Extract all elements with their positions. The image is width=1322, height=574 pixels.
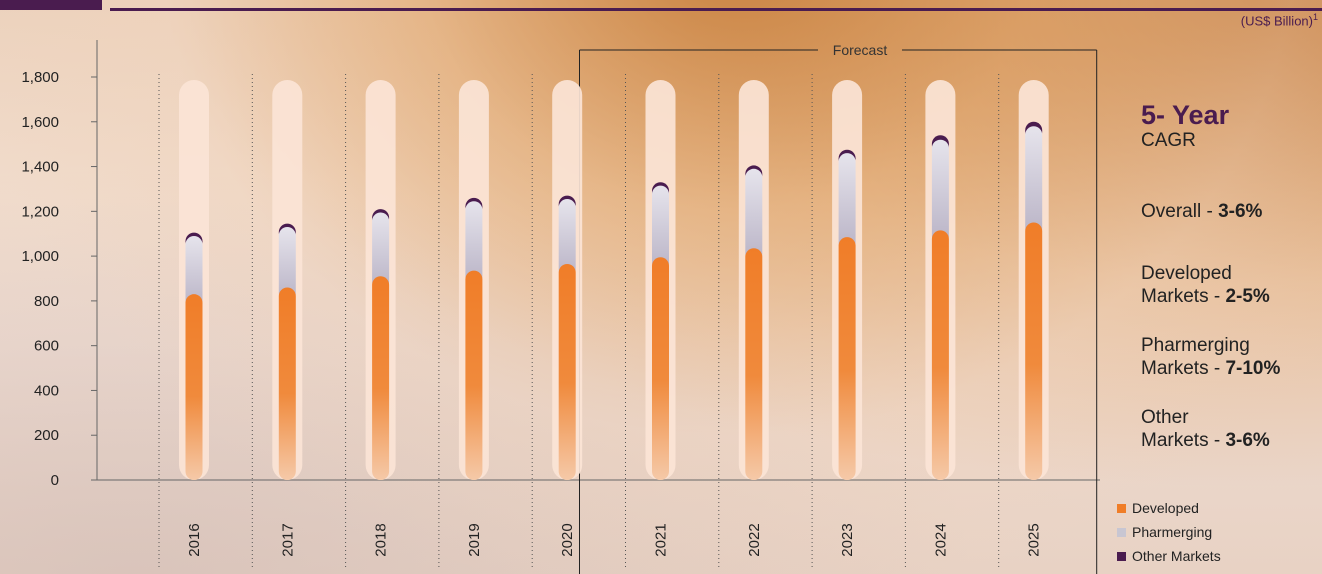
- bar-developed: [838, 237, 856, 480]
- bar-developed: [558, 263, 576, 480]
- legend-swatch-developed: [1117, 503, 1126, 513]
- x-tick-label: 2022: [746, 523, 763, 556]
- x-tick-label: 2019: [466, 523, 483, 556]
- cagr-other-value: 3-6%: [1225, 430, 1270, 451]
- corner-accent-block: [0, 0, 102, 10]
- bar-developed: [652, 257, 669, 480]
- legend-swatch-pharmerging: [1117, 527, 1126, 537]
- bar-pharmerging: [558, 199, 576, 278]
- cagr-developed-label-2: Markets -: [1141, 286, 1226, 307]
- bar-pharmerging: [745, 168, 763, 263]
- x-tick-label: 2024: [932, 523, 949, 556]
- y-tick-label: 1,600: [21, 114, 59, 131]
- cagr-pharmerging: Pharmerging Markets - 7-10%: [1141, 334, 1280, 380]
- x-tick-label: 2020: [559, 523, 576, 556]
- bar-pharmerging: [931, 139, 949, 245]
- cagr-panel: 5- Year CAGR Overall - 3-6% Developed Mar…: [1141, 100, 1321, 451]
- bar-pharmerging: [838, 153, 856, 252]
- bar-pharmerging: [1025, 126, 1043, 237]
- legend-item-developed: Developed: [1117, 496, 1221, 520]
- cagr-developed-label: Developed: [1141, 263, 1232, 284]
- cagr-subtitle: CAGR: [1141, 130, 1196, 151]
- bar-pharmerging: [278, 227, 296, 302]
- legend-item-pharmerging: Pharmerging: [1117, 520, 1221, 544]
- bar-developed: [278, 287, 296, 480]
- x-tick-label: 2018: [373, 523, 390, 556]
- y-tick-label: 1,000: [21, 248, 59, 265]
- bar-developed: [465, 270, 483, 480]
- y-tick-label: 1,800: [21, 69, 59, 86]
- cagr-pharmerging-label-2: Markets -: [1141, 358, 1226, 379]
- bar-developed: [185, 294, 203, 480]
- bar-developed: [745, 248, 763, 480]
- header-rule: [110, 8, 1322, 11]
- unit-footnote-mark: 1: [1312, 12, 1318, 22]
- cagr-other-label-2: Markets -: [1141, 430, 1226, 451]
- forecast-label: Forecast: [833, 42, 888, 58]
- bar-developed: [1025, 222, 1043, 480]
- legend-swatch-other-markets: [1117, 551, 1126, 561]
- y-tick-label: 600: [34, 338, 59, 355]
- bar-developed: [372, 276, 390, 480]
- bar-developed: [931, 230, 949, 480]
- y-tick-label: 200: [34, 427, 59, 444]
- y-tick-label: 0: [51, 472, 59, 489]
- legend-label-developed: Developed: [1132, 500, 1199, 516]
- cagr-other: Other Markets - 3-6%: [1141, 406, 1270, 452]
- x-tick-label: 2023: [839, 523, 856, 556]
- bar-pharmerging: [652, 185, 669, 272]
- cagr-pharmerging-label: Pharmerging: [1141, 335, 1250, 356]
- unit-label-text: (US$ Billion): [1240, 13, 1313, 29]
- chart-legend: Developed Pharmerging Other Markets: [1117, 496, 1221, 568]
- cagr-developed: Developed Markets - 2-5%: [1141, 262, 1270, 308]
- y-tick-label: 1,200: [21, 203, 59, 220]
- unit-label: (US$ Billion)1: [1241, 12, 1318, 28]
- x-tick-label: 2021: [653, 523, 670, 556]
- legend-label-pharmerging: Pharmerging: [1132, 524, 1213, 540]
- legend-item-other-markets: Other Markets: [1117, 544, 1221, 568]
- y-tick-label: 1,400: [21, 159, 59, 176]
- x-tick-label: 2017: [279, 523, 296, 556]
- cagr-overall-label: Overall -: [1141, 201, 1219, 222]
- legend-label-other-markets: Other Markets: [1132, 548, 1221, 564]
- bar-pharmerging: [465, 201, 483, 285]
- x-tick-label: 2025: [1026, 523, 1043, 556]
- cagr-other-label: Other: [1141, 407, 1189, 428]
- x-tick-label: 2016: [186, 523, 203, 556]
- y-tick-label: 400: [34, 382, 59, 399]
- cagr-title: 5- Year: [1141, 100, 1230, 130]
- cagr-pharmerging-value: 7-10%: [1225, 358, 1281, 379]
- cagr-developed-value: 2-5%: [1225, 286, 1270, 307]
- y-tick-label: 800: [34, 293, 59, 310]
- bar-pharmerging: [372, 212, 390, 291]
- cagr-overall: Overall - 3-6%: [1141, 200, 1262, 223]
- cagr-overall-value: 3-6%: [1218, 201, 1263, 222]
- bar-pharmerging: [185, 235, 203, 309]
